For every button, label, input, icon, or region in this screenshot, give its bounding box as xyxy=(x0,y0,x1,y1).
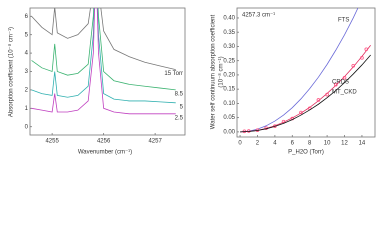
x-tick-label: 4255 xyxy=(45,139,59,145)
series-label: MT_CKD xyxy=(332,90,357,96)
series-line xyxy=(240,54,371,133)
data-point xyxy=(325,92,329,97)
data-point xyxy=(342,75,347,80)
series-label: 8.5 xyxy=(175,91,184,97)
series-line xyxy=(31,8,176,91)
y-tick-label: 1 xyxy=(25,106,29,112)
data-point xyxy=(364,47,369,52)
x-tick-label: 2 xyxy=(256,141,260,147)
y-tick-label: 2 xyxy=(25,87,29,93)
y-axis-label: Absorption coefficient (10⁻⁸ cm⁻¹) xyxy=(8,27,15,117)
y-tick-label: 0.30 xyxy=(223,44,235,50)
data-point xyxy=(360,56,364,60)
y-axis-label: (10⁻⁸ cm⁻¹) xyxy=(218,56,225,87)
x-tick-label: 12 xyxy=(341,141,348,147)
annotation: 4257.3 cm⁻¹ xyxy=(242,13,275,19)
data-point xyxy=(351,64,356,68)
series-line xyxy=(240,8,359,133)
series-line xyxy=(31,8,176,104)
x-axis-label: P_H2O (Torr) xyxy=(288,150,324,156)
y-tick-label: 6 xyxy=(25,14,29,20)
x-tick-label: 4 xyxy=(273,141,277,147)
x-axis-label: Wavenumber (cm⁻¹) xyxy=(78,150,132,156)
y-tick-label: 5 xyxy=(25,32,29,38)
x-tick-label: 6 xyxy=(291,141,295,147)
series-line xyxy=(31,8,176,115)
x-tick-label: 8 xyxy=(308,141,312,147)
x-tick-label: 14 xyxy=(359,141,366,147)
figure: Wavenumber (cm⁻¹) Absorption coefficient… xyxy=(8,7,376,156)
series-label: 15 Torr xyxy=(164,71,183,77)
y-tick-label: 0.00 xyxy=(223,129,235,135)
data-point xyxy=(334,82,338,87)
data-point xyxy=(316,98,321,102)
y-tick-label: 0.40 xyxy=(223,16,235,22)
x-tick-label: 4257 xyxy=(148,139,162,145)
series-label: FTS xyxy=(338,18,349,24)
y-tick-label: 4 xyxy=(25,51,29,57)
series-label: 2.5 xyxy=(175,115,184,121)
data-point xyxy=(299,110,303,115)
series-label: 5 xyxy=(180,104,184,110)
plot-area xyxy=(240,8,371,134)
series-line xyxy=(240,45,371,133)
plot-area xyxy=(31,8,176,115)
series-line xyxy=(31,8,176,71)
y-tick-label: 0.15 xyxy=(223,87,235,93)
x-tick-label: 4256 xyxy=(97,139,111,145)
x-tick-label: 10 xyxy=(324,141,331,147)
y-tick-label: 0.35 xyxy=(223,30,235,36)
y-tick-label: 3 xyxy=(25,69,29,75)
x-tick-label: 0 xyxy=(238,141,242,147)
y-tick-label: 0.10 xyxy=(223,101,235,107)
series-label: CRDS xyxy=(332,80,349,86)
y-tick-label: 0.05 xyxy=(223,115,235,121)
y-tick-label: 0.20 xyxy=(223,72,235,78)
y-tick-label: 0.25 xyxy=(223,58,235,64)
y-tick-label: 0 xyxy=(25,124,29,130)
plot-frame xyxy=(236,7,376,138)
y-axis-label: Water self continuum absorption coeffici… xyxy=(211,14,217,129)
